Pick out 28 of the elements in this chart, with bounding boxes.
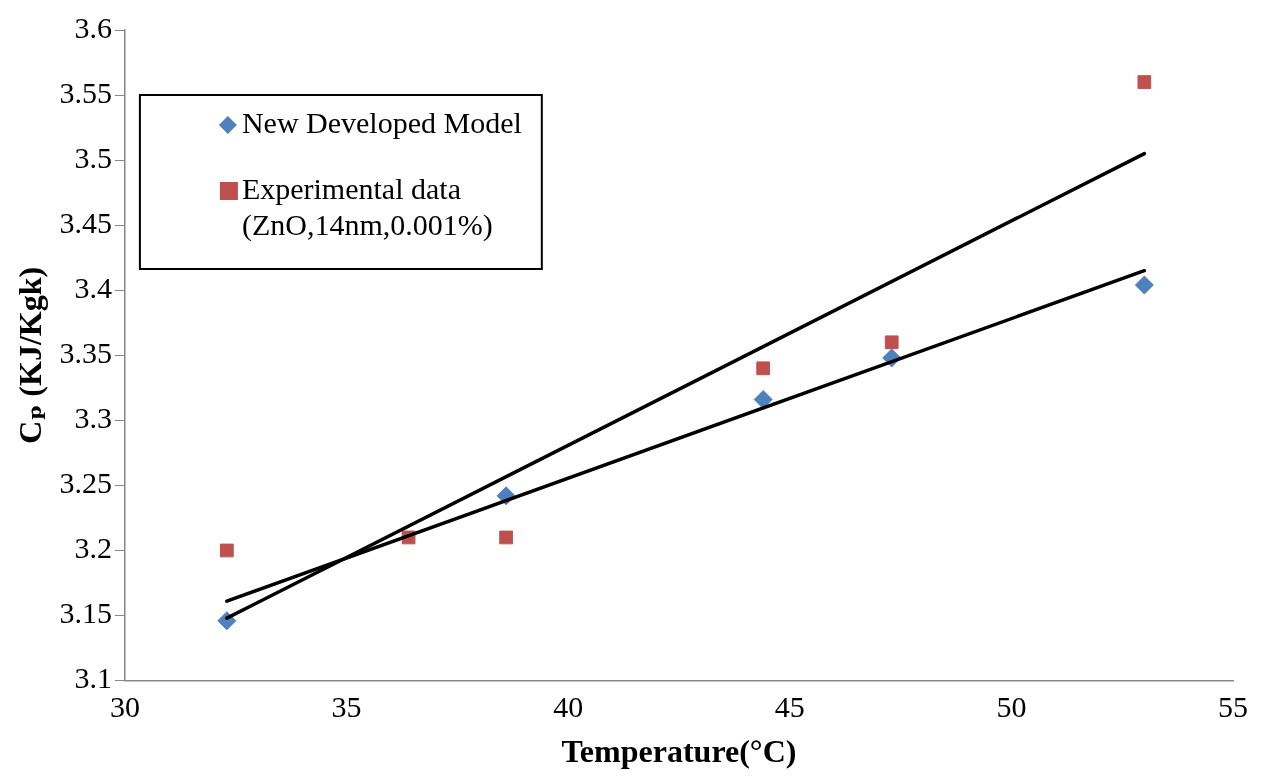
legend-label: New Developed Model xyxy=(241,105,522,139)
point xyxy=(1134,275,1154,295)
y-tick-label: 3.25 xyxy=(59,466,112,500)
y-tick-label: 3.35 xyxy=(59,336,112,370)
point xyxy=(884,335,899,350)
y-tick-label: 3.4 xyxy=(74,271,112,305)
point xyxy=(1137,75,1152,89)
x-tick-label: 50 xyxy=(996,690,1027,724)
x-tick-label: 35 xyxy=(331,690,362,724)
x-tick-label: 45 xyxy=(774,690,805,724)
legend-label: Experimental data (ZnO,14nm,0.001%) xyxy=(241,171,493,242)
y-tick-label: 3.5 xyxy=(74,140,112,174)
point xyxy=(219,543,234,558)
y-tick-label: 3.45 xyxy=(59,206,112,240)
x-tick-label: 30 xyxy=(109,690,140,724)
point xyxy=(753,390,773,410)
x-tick-label: 40 xyxy=(553,690,584,724)
y-tick-label: 3.55 xyxy=(59,75,112,109)
y-tick-label: 3.3 xyxy=(74,401,112,435)
y-tick-label: 3.1 xyxy=(74,661,112,695)
point xyxy=(756,361,771,376)
x-axis-title: Temperature(°C) xyxy=(561,733,797,770)
point xyxy=(499,530,513,545)
y-tick-label: 3.2 xyxy=(74,531,112,565)
y-tick-label: 3.15 xyxy=(59,596,112,630)
y-tick-label: 3.6 xyxy=(74,10,112,44)
x-tick-label: 55 xyxy=(1218,690,1248,724)
y-axis-title: Cₚ (KJ/Kgk) xyxy=(12,266,49,444)
